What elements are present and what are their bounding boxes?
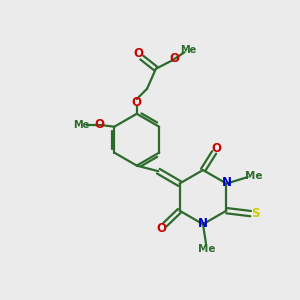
Text: O: O	[156, 222, 166, 236]
Text: Me: Me	[198, 244, 215, 254]
Text: O: O	[133, 47, 143, 60]
Text: Me: Me	[180, 45, 196, 55]
Text: Me: Me	[245, 171, 263, 181]
Text: S: S	[251, 207, 260, 220]
Text: O: O	[212, 142, 221, 155]
Text: O: O	[94, 118, 105, 130]
Text: O: O	[132, 96, 142, 109]
Text: Me: Me	[74, 120, 90, 130]
Text: N: N	[198, 217, 208, 230]
Text: O: O	[169, 52, 179, 65]
Text: N: N	[221, 176, 232, 190]
